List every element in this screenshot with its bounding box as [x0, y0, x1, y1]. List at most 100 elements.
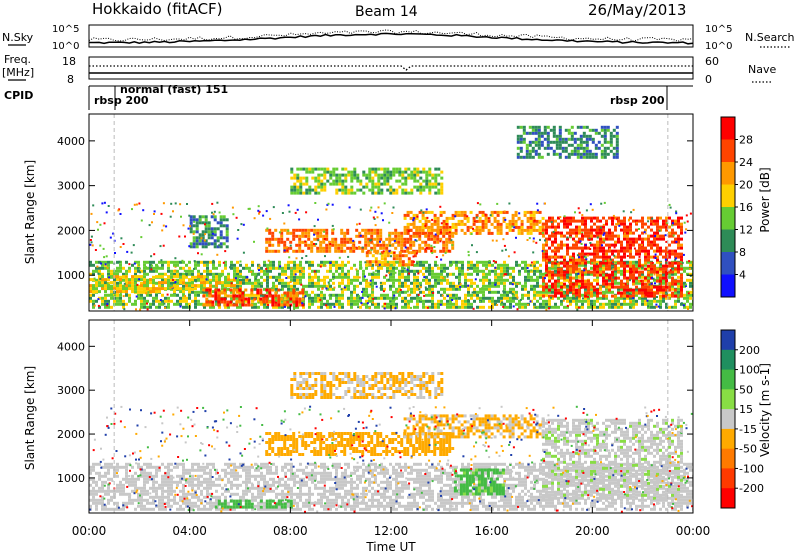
heatmap-cell	[420, 286, 422, 288]
heatmap-cell	[674, 268, 677, 271]
heatmap-cell	[378, 260, 381, 263]
heatmap-cell	[277, 298, 280, 301]
heatmap-cell	[617, 286, 620, 289]
heatmap-cell	[233, 270, 236, 273]
heatmap-cell	[341, 189, 344, 192]
heatmap-cell	[653, 300, 656, 303]
heatmap-cell	[320, 189, 323, 192]
heatmap-cell	[422, 273, 425, 276]
heatmap-cell	[349, 250, 352, 253]
heatmap-cell	[402, 263, 405, 266]
heatmap-cell	[418, 294, 420, 296]
heatmap-cell	[274, 238, 277, 241]
heatmap-cell	[433, 241, 436, 244]
heatmap-cell	[476, 285, 479, 288]
heatmap-cell	[566, 268, 569, 271]
heatmap-cell	[217, 301, 220, 304]
heatmap-cell	[305, 192, 308, 195]
heatmap-cell	[370, 235, 373, 238]
heatmap-cell	[362, 192, 365, 195]
heatmap-cell	[311, 171, 314, 174]
heatmap-cell	[428, 288, 431, 291]
heatmap-cell	[371, 183, 374, 186]
heatmap-cell	[101, 297, 104, 300]
heatmap-cell	[377, 180, 380, 183]
heatmap-cell	[254, 282, 257, 285]
heatmap-cell	[689, 282, 692, 285]
heatmap-cell	[495, 261, 497, 263]
heatmap-cell	[341, 174, 344, 177]
heatmap-cell	[299, 276, 302, 279]
heatmap-cell	[626, 270, 629, 273]
heatmap-cell	[190, 221, 193, 224]
heatmap-cell	[292, 238, 295, 241]
heatmap-cell	[152, 297, 155, 300]
heatmap-cell	[371, 294, 374, 297]
heatmap-cell	[527, 264, 530, 267]
heatmap-cell	[394, 299, 396, 301]
heatmap-cell	[551, 306, 554, 309]
heatmap-cell	[584, 235, 587, 238]
heatmap-cell	[656, 226, 659, 229]
heatmap-cell	[208, 301, 211, 304]
heatmap-cell	[200, 275, 203, 278]
heatmap-cell	[277, 244, 280, 247]
nave-tick-top: 60	[705, 55, 719, 68]
heatmap-cell	[437, 282, 440, 285]
heatmap-cell	[136, 284, 138, 286]
heatmap-cell	[506, 267, 509, 270]
heatmap-cell	[520, 156, 523, 159]
heatmap-cell	[323, 282, 326, 285]
heatmap-cell	[652, 223, 654, 225]
heatmap-cell	[416, 180, 419, 183]
heatmap-cell	[577, 144, 580, 147]
heatmap-cell	[686, 214, 688, 216]
heatmap-cell	[607, 141, 610, 144]
heatmap-cell	[362, 297, 364, 299]
heatmap-cell	[425, 282, 428, 285]
heatmap-cell	[677, 253, 680, 256]
heatmap-cell	[589, 135, 592, 138]
heatmap-cell	[521, 303, 524, 306]
heatmap-cell	[326, 168, 329, 171]
heatmap-cell	[467, 279, 470, 282]
heatmap-cell	[596, 263, 598, 265]
heatmap-cell	[461, 267, 464, 270]
heatmap-cell	[536, 203, 538, 205]
heatmap-cell	[521, 267, 524, 270]
heatmap-cell	[491, 297, 494, 300]
heatmap-cell	[173, 303, 176, 306]
heatmap-cell	[638, 247, 641, 250]
heatmap-cell	[575, 235, 578, 238]
heatmap-cell	[662, 300, 665, 303]
heatmap-cell	[641, 220, 644, 223]
heatmap-cell	[280, 241, 283, 244]
heatmap-cell	[251, 285, 254, 288]
heatmap-cell	[325, 229, 328, 232]
heatmap-cell	[562, 150, 565, 153]
heatmap-cell	[455, 276, 458, 279]
heatmap-cell	[623, 286, 626, 289]
heatmap-cell	[674, 238, 677, 241]
heatmap-cell	[407, 291, 409, 293]
heatmap-cell	[530, 217, 533, 220]
heatmap-cell	[332, 261, 335, 264]
heatmap-cell	[599, 247, 602, 250]
heatmap-cell	[455, 298, 457, 300]
heatmap-cell	[599, 286, 602, 289]
heatmap-cell	[482, 297, 485, 300]
heatmap-cell	[612, 277, 614, 279]
heatmap-cell	[219, 212, 221, 214]
heatmap-cell	[440, 279, 443, 282]
heatmap-cell	[434, 285, 437, 288]
heatmap-cell	[364, 235, 367, 238]
heatmap-cell	[143, 306, 146, 309]
heatmap-cell	[459, 286, 461, 288]
heatmap-cell	[602, 306, 605, 309]
heatmap-cell	[485, 268, 487, 270]
heatmap-cell	[449, 217, 452, 220]
heatmap-cell	[581, 262, 584, 265]
heatmap-cell	[596, 292, 599, 295]
heatmap-cell	[158, 287, 161, 290]
heatmap-cell	[610, 259, 612, 261]
